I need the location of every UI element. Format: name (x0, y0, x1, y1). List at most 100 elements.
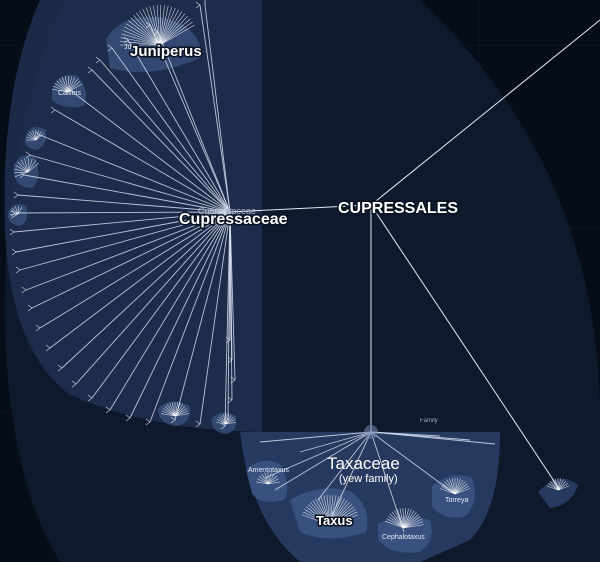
branch-tip (125, 414, 131, 419)
cephalotaxus-label[interactable]: Cephalotaxus (382, 534, 425, 541)
taxus-fan (304, 508, 331, 526)
cephalotaxus-fan (403, 521, 424, 529)
cupressaceae-branch (174, 211, 231, 421)
juniperus-fan (159, 5, 169, 46)
cephalotaxus-fan (385, 520, 405, 529)
cephalotaxus-fan (403, 524, 424, 529)
callitris-fan (67, 83, 83, 93)
taxus-fan (317, 497, 331, 526)
taxus-fan (329, 508, 356, 526)
taxus-label[interactable]: Taxus (315, 512, 355, 530)
leaf-fan (17, 206, 23, 215)
order-label[interactable]: CUPRESSALES (337, 199, 460, 219)
torreya-fan (442, 483, 456, 495)
callitris-label[interactable]: Callitris (58, 90, 81, 97)
amentotaxus-fan (267, 473, 275, 485)
callitris-fan (67, 78, 78, 93)
leaf-fan (14, 171, 29, 174)
cephalotaxus-fan (403, 508, 409, 529)
taxaceae-faint-label: Family (420, 418, 438, 424)
torreya-fan (454, 479, 464, 495)
juniperus-fan (159, 21, 193, 46)
cupressaceae-branch (39, 211, 231, 329)
branch-tip (225, 336, 231, 341)
juniperus-fan (159, 6, 173, 46)
amentotaxus-label[interactable]: Amentotaxus (248, 467, 289, 474)
juniperus-label[interactable]: Juniperus (129, 42, 204, 62)
branch-tip (13, 194, 19, 199)
leaf-fan (14, 168, 29, 173)
leaf-fan (27, 162, 39, 173)
taxus-fan (312, 500, 331, 526)
leaf-fan (225, 419, 236, 425)
taxus-fan (320, 496, 331, 526)
branch-tip (105, 406, 111, 411)
leaf-fan (35, 130, 39, 141)
branch-tip (25, 151, 31, 156)
cupressaceae-branch (157, 31, 231, 213)
branch-tip (227, 396, 233, 401)
cephalotaxus-fan (386, 518, 405, 529)
branch-tip (15, 266, 21, 271)
amentotaxus-fan (261, 473, 269, 485)
taxus-fan (329, 514, 359, 526)
branch-tip (145, 24, 151, 29)
leaf-fan (218, 417, 227, 425)
cupressaceae-branch (204, 4, 231, 213)
branch-tip (11, 251, 17, 256)
amentotaxus-fan (267, 481, 280, 485)
branch-tip (123, 39, 129, 44)
amentotaxus-fan (257, 478, 269, 485)
leaf-fan (169, 402, 176, 417)
torreya-fan (454, 488, 471, 495)
leaf-fan (174, 413, 189, 417)
cupressaceae-branch (54, 109, 231, 213)
branch-tip (145, 418, 151, 423)
taxus-fan (301, 514, 331, 526)
leaf-fan (32, 130, 37, 141)
leaf-fans (10, 5, 570, 529)
branch-tip (25, 154, 31, 159)
juniperus-fan (159, 11, 183, 46)
leaf-fan (557, 479, 564, 491)
callitris-fan (53, 85, 69, 93)
juniperus-fan (159, 18, 191, 46)
cupressaceae-node[interactable] (226, 208, 234, 216)
cupressaceae-branch (61, 211, 231, 369)
taxaceae-branches (259, 431, 496, 533)
taxus-fan (329, 511, 358, 526)
amentotaxus-fan (264, 472, 269, 485)
taxus-fan (329, 497, 343, 526)
leaf-fan (12, 208, 19, 215)
taxus-fan (329, 496, 340, 526)
taxus-fan (329, 495, 334, 526)
torreya-label[interactable]: Torreya (445, 497, 468, 504)
leaf-fan (547, 483, 559, 491)
cupressaceae-label[interactable]: Cupressaceae (178, 210, 290, 230)
cupressaceae-region[interactable] (4, 0, 262, 432)
cephalotaxus-fan (402, 508, 405, 529)
branch-tip (225, 339, 231, 344)
leaf-fan (225, 415, 232, 425)
taxaceae-node[interactable] (364, 425, 378, 439)
leaf-fan (216, 421, 227, 425)
callitris-fan (64, 76, 69, 93)
branch-tip (195, 4, 201, 9)
taxus-fan (302, 511, 331, 526)
branch-tip (57, 364, 63, 369)
callitris-fan (61, 77, 69, 93)
branch-tip (87, 394, 93, 399)
leaf-fan (557, 483, 569, 491)
juniperus-fan (159, 7, 176, 46)
leaf-fan (20, 159, 29, 173)
branch-tip (50, 106, 56, 111)
leaf-fan (546, 485, 559, 491)
branch-tip (27, 304, 33, 309)
branch-tip (21, 289, 27, 294)
taxaceae-label[interactable]: Taxaceae (327, 454, 400, 473)
leaf-fan (161, 413, 176, 417)
leaf-fan (552, 479, 559, 491)
juniperus-fan (156, 5, 161, 46)
cupressaceae-branch (227, 211, 231, 421)
